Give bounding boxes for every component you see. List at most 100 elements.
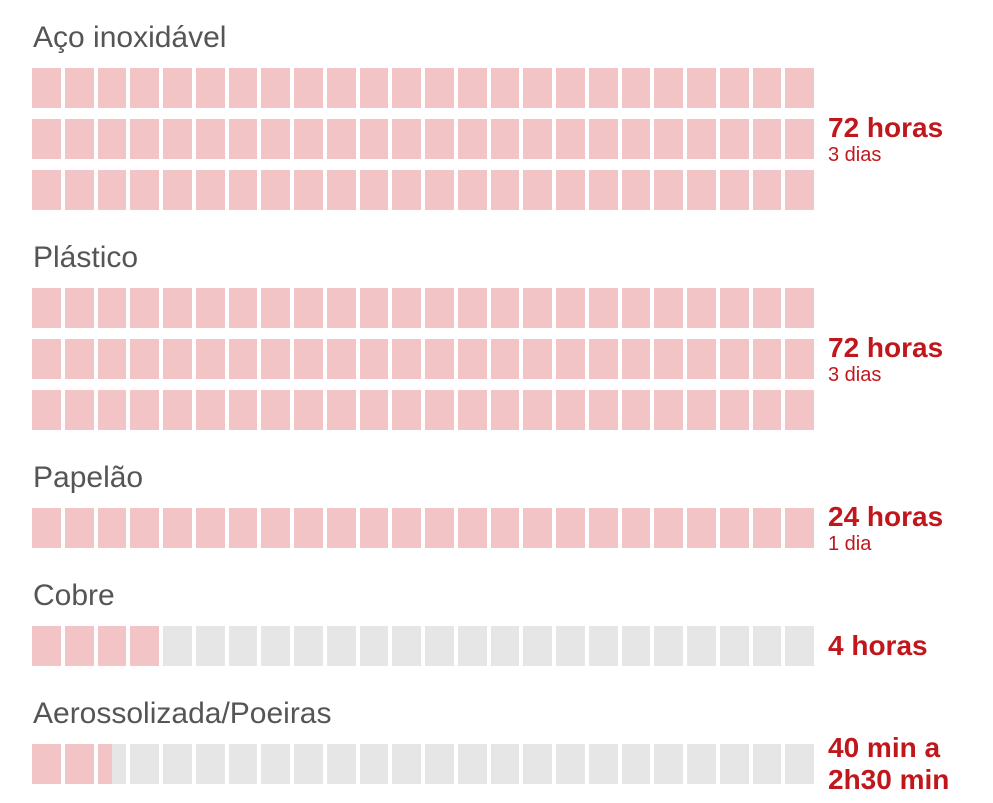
filled-cell [654, 288, 683, 328]
filled-cell [163, 119, 192, 159]
filled-cell [556, 119, 585, 159]
filled-cell [294, 170, 323, 210]
filled-cell [228, 288, 258, 328]
filled-cell [785, 508, 814, 548]
empty-cell [523, 744, 552, 784]
empty-cell [523, 626, 552, 666]
filled-cell [195, 68, 225, 108]
filled-cell [621, 170, 651, 210]
filled-cell [64, 119, 94, 159]
empty-cell [457, 626, 487, 666]
filled-cell [326, 288, 356, 328]
sub-label: 1 dia [828, 533, 872, 555]
filled-cell [32, 744, 61, 784]
filled-cell [687, 288, 716, 328]
filled-cell [457, 119, 487, 159]
filled-cell [687, 119, 716, 159]
filled-cell [752, 170, 782, 210]
filled-cell [752, 68, 782, 108]
filled-cell [654, 339, 683, 379]
filled-cell [785, 119, 814, 159]
filled-cell [228, 170, 258, 210]
filled-cell [130, 508, 159, 548]
empty-cell [687, 626, 716, 666]
filled-cell [556, 170, 585, 210]
filled-cell [261, 339, 290, 379]
empty-cell [490, 744, 520, 784]
filled-cell [588, 339, 618, 379]
filled-cell [97, 170, 127, 210]
filled-cell [130, 119, 159, 159]
filled-cell [163, 288, 192, 328]
empty-cell [621, 626, 651, 666]
filled-cell [359, 508, 389, 548]
filled-cell [687, 339, 716, 379]
filled-cell [359, 339, 389, 379]
empty-cell [359, 744, 389, 784]
filled-cell [32, 170, 61, 210]
filled-cell [195, 288, 225, 328]
filled-cell [195, 119, 225, 159]
empty-cell [556, 744, 585, 784]
filled-cell [556, 390, 585, 430]
filled-cell [392, 170, 421, 210]
filled-cell [359, 390, 389, 430]
filled-cell [457, 68, 487, 108]
filled-cell [687, 170, 716, 210]
filled-cell [621, 68, 651, 108]
filled-cell [32, 68, 61, 108]
value-label-group: 4 horas [828, 630, 988, 662]
empty-cell [294, 626, 323, 666]
filled-cell [425, 339, 454, 379]
filled-cell [130, 68, 159, 108]
filled-cell [588, 68, 618, 108]
filled-cell [294, 508, 323, 548]
empty-cell [163, 744, 192, 784]
filled-cell [785, 390, 814, 430]
filled-cell [621, 508, 651, 548]
filled-cell [425, 68, 454, 108]
filled-cell [64, 68, 94, 108]
filled-cell [556, 508, 585, 548]
filled-cell [490, 508, 520, 548]
filled-cell [425, 390, 454, 430]
value-label-group: 72 horas 3 dias [828, 112, 988, 166]
filled-cell [359, 288, 389, 328]
filled-cell [97, 390, 127, 430]
filled-cell [130, 626, 159, 666]
filled-cell [556, 288, 585, 328]
filled-cell [64, 744, 94, 784]
filled-cell [359, 170, 389, 210]
value-label-group: 24 horas 1 dia [828, 501, 988, 555]
filled-cell [523, 288, 552, 328]
filled-cell [392, 339, 421, 379]
empty-cell [654, 744, 683, 784]
filled-cell [228, 390, 258, 430]
filled-cell [294, 288, 323, 328]
filled-cell [195, 339, 225, 379]
filled-cell [523, 68, 552, 108]
filled-cell [326, 68, 356, 108]
filled-cell [130, 339, 159, 379]
filled-cell [228, 68, 258, 108]
filled-cell [163, 170, 192, 210]
filled-cell [490, 390, 520, 430]
empty-cell [654, 626, 683, 666]
filled-cell [359, 119, 389, 159]
filled-cell [719, 339, 749, 379]
filled-cell [425, 170, 454, 210]
filled-cell [97, 744, 112, 784]
filled-cell [785, 288, 814, 328]
filled-cell [326, 119, 356, 159]
filled-cell [228, 119, 258, 159]
filled-cell [687, 390, 716, 430]
filled-cell [719, 68, 749, 108]
filled-cell [523, 508, 552, 548]
filled-cell [588, 288, 618, 328]
empty-cell [752, 744, 782, 784]
filled-cell [130, 390, 159, 430]
filled-cell [490, 339, 520, 379]
filled-cell [97, 288, 127, 328]
empty-cell [326, 744, 356, 784]
filled-cell [719, 288, 749, 328]
